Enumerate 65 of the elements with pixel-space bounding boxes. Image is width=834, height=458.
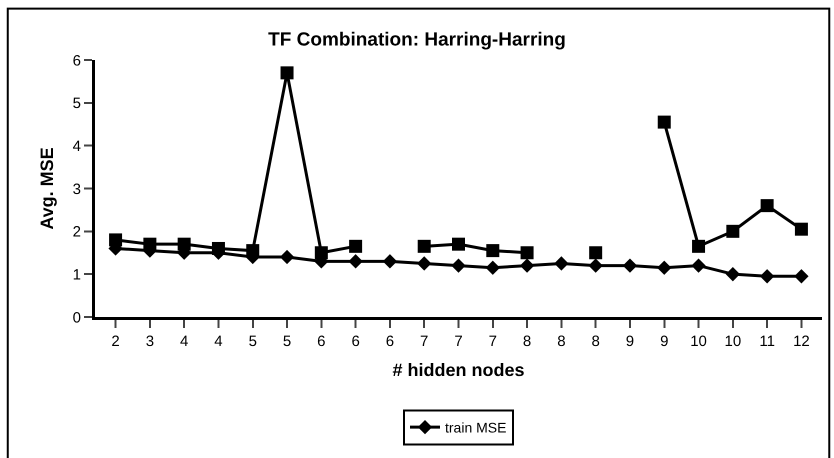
point <box>178 238 191 251</box>
point <box>794 222 808 236</box>
point <box>280 250 294 264</box>
y-axis-title: Avg. MSE <box>36 147 57 230</box>
x-tick-label: 6 <box>351 333 360 350</box>
y-tick-label: 4 <box>72 138 81 155</box>
point <box>212 242 225 255</box>
point <box>280 66 294 80</box>
x-tick-label: 11 <box>759 333 775 350</box>
point <box>622 258 638 273</box>
point <box>417 256 432 271</box>
point <box>418 240 431 253</box>
point <box>691 258 706 273</box>
point <box>452 238 465 251</box>
point <box>658 116 671 129</box>
point <box>348 254 363 268</box>
point <box>657 260 672 275</box>
x-tick-label: 7 <box>454 333 463 350</box>
point <box>520 246 534 260</box>
point <box>726 267 740 282</box>
x-tick-label: 5 <box>248 333 257 350</box>
x-tick-label: 9 <box>626 333 634 350</box>
point <box>760 269 774 284</box>
point <box>692 240 706 253</box>
x-tick-label: 8 <box>592 333 600 350</box>
point <box>486 244 500 258</box>
point <box>314 246 328 260</box>
x-tick-label: 10 <box>724 333 742 350</box>
point <box>554 256 569 271</box>
point <box>486 260 500 275</box>
y-tick-label: 0 <box>72 309 81 326</box>
chart-title: TF Combination: Harring-Harring <box>268 29 566 50</box>
point <box>143 238 156 251</box>
y-tick-label: 2 <box>72 224 81 241</box>
x-tick-label: 4 <box>180 333 188 350</box>
y-tick-label: 1 <box>72 266 81 284</box>
point <box>588 258 603 273</box>
point <box>451 258 466 273</box>
x-tick-label: 6 <box>317 333 326 350</box>
legend-label: train MSE <box>445 420 506 436</box>
x-tick-label: 12 <box>793 333 810 350</box>
y-tick-label: 6 <box>72 52 81 70</box>
x-tick-label: 3 <box>146 333 154 350</box>
x-tick-label: 6 <box>386 333 394 350</box>
x-tick-label: 7 <box>488 333 497 350</box>
point <box>246 244 260 258</box>
point <box>109 233 122 246</box>
point <box>349 240 362 253</box>
x-tick-label: 4 <box>214 333 223 350</box>
x-tick-label: 10 <box>690 333 707 350</box>
x-tick-label: 8 <box>557 333 566 350</box>
x-axis-title: # hidden nodes <box>392 360 525 380</box>
x-tick-label: 7 <box>420 333 428 350</box>
point <box>726 224 740 238</box>
point <box>382 254 398 268</box>
point <box>520 258 534 273</box>
y-tick-label: 3 <box>72 180 81 198</box>
y-tick-label: 5 <box>72 95 81 112</box>
point <box>589 246 602 260</box>
point <box>794 269 809 284</box>
x-tick-label: 9 <box>660 333 668 350</box>
x-tick-label: 5 <box>282 333 292 350</box>
point <box>760 199 774 212</box>
x-tick-label: 2 <box>111 333 120 350</box>
x-tick-label: 8 <box>522 333 532 350</box>
